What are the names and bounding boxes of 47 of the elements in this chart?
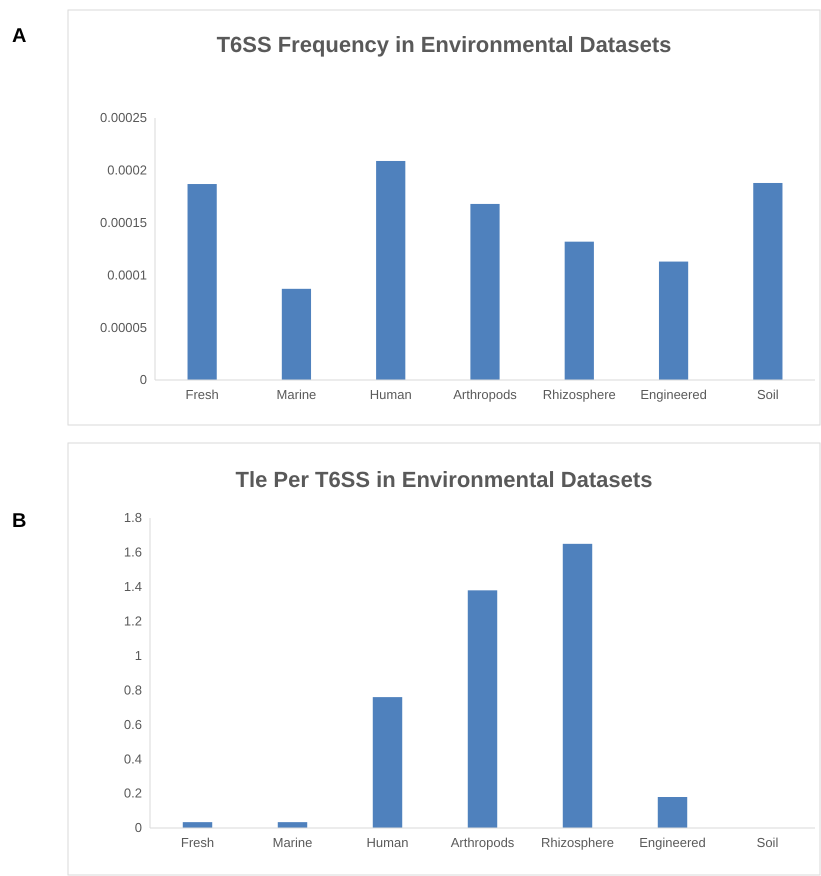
x-tick-label: Human: [366, 835, 408, 850]
x-tick-label: Engineered: [640, 387, 707, 402]
text: B: [12, 510, 26, 532]
chart-title: Tle Per T6SS in Environmental Datasets: [236, 467, 652, 492]
bar: [278, 822, 308, 828]
bar: [282, 288, 312, 380]
x-tick-label: Soil: [756, 835, 778, 850]
bar: [658, 262, 688, 380]
x-tick-label: Rhizosphere: [542, 387, 616, 402]
x-tick-label: Engineered: [639, 835, 706, 850]
y-tick-label: 1.2: [124, 613, 142, 628]
y-tick-label: 0: [134, 820, 142, 836]
y-tick-label: 1.4: [124, 579, 142, 594]
y-tick-label: 1.6: [124, 544, 142, 560]
x-tick-label: Marine: [276, 387, 316, 402]
y-tick-label: 0.0002: [107, 162, 147, 178]
chart-title: T6SS Frequency in Environmental Datasets: [216, 32, 672, 57]
x-tick-label: Fresh: [180, 835, 214, 850]
bar: [753, 182, 782, 380]
y-tick-label: 0.8: [124, 682, 142, 698]
y-tick-label: 0: [140, 372, 147, 388]
y-tick-label: 0.00005: [100, 320, 147, 335]
bar: [564, 242, 594, 380]
x-tick-label: Human: [370, 387, 412, 402]
y-tick-label: 0.00015: [100, 214, 147, 230]
y-tick-label: 0.00025: [100, 110, 147, 126]
bar: [188, 184, 217, 380]
text: A: [12, 25, 26, 47]
x-tick-label: Arthropods: [450, 835, 515, 850]
y-tick-label: 0.6: [124, 716, 142, 732]
bar: [182, 822, 212, 828]
y-tick-label: 1.8: [124, 510, 142, 526]
y-tick-label: 1: [134, 648, 142, 663]
bar: [562, 544, 592, 828]
bar: [470, 204, 500, 380]
x-tick-label: Arthropods: [453, 387, 518, 402]
bar: [658, 797, 688, 828]
bar: [372, 697, 402, 828]
y-tick-label: 0.2: [124, 786, 142, 801]
x-tick-label: Soil: [757, 387, 779, 402]
y-tick-label: 0.0001: [107, 267, 147, 282]
bar: [468, 590, 498, 828]
bar: [376, 160, 406, 380]
y-tick-label: 0.4: [124, 751, 142, 766]
x-tick-label: Rhizosphere: [541, 835, 614, 850]
x-tick-label: Fresh: [186, 387, 219, 402]
x-tick-label: Marine: [272, 835, 312, 850]
